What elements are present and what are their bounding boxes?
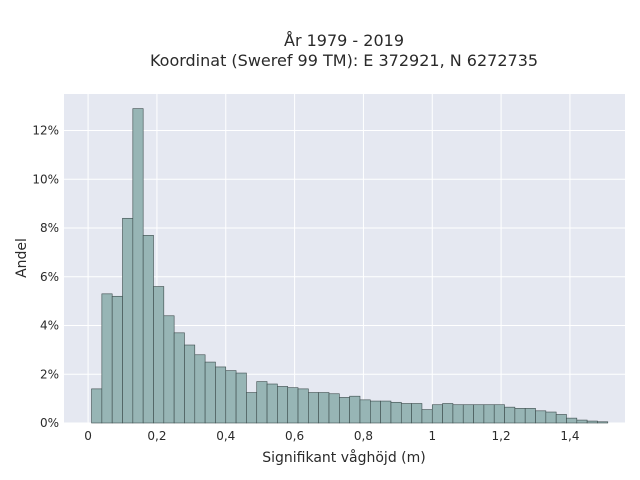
- histogram-bar: [576, 419, 588, 424]
- histogram-bar: [452, 404, 464, 424]
- x-axis-ticks: 0 0,2 0,4 0,6 0,8 1 1,2 1,4: [84, 429, 579, 443]
- histogram-bar: [349, 395, 361, 424]
- histogram-bar: [246, 392, 258, 424]
- y-tick-label: 12%: [32, 124, 59, 138]
- histogram-bar: [566, 417, 578, 424]
- histogram-bar: [215, 366, 227, 424]
- x-tick-label: 0: [84, 429, 92, 443]
- chart-title-line-2: Koordinat (Sweref 99 TM): E 372921, N 62…: [150, 51, 538, 70]
- histogram-bar: [225, 370, 237, 424]
- histogram-bars: [91, 108, 609, 424]
- histogram-bar: [535, 410, 547, 424]
- histogram-bar: [122, 217, 134, 424]
- histogram-bar: [194, 354, 206, 424]
- histogram-bar: [287, 387, 299, 424]
- chart-title-line-1: År 1979 - 2019: [284, 31, 404, 50]
- histogram-bar: [411, 403, 423, 424]
- histogram-bar: [586, 420, 598, 424]
- histogram-bar: [111, 295, 123, 424]
- histogram-bar: [359, 399, 371, 424]
- histogram-bar: [266, 383, 278, 424]
- histogram-bar: [308, 392, 319, 424]
- histogram-bar: [370, 400, 381, 424]
- histogram-bar: [153, 286, 165, 424]
- x-tick-label: 1,2: [492, 429, 511, 443]
- histogram-bar: [297, 388, 309, 424]
- x-tick-label: 0,4: [216, 429, 235, 443]
- histogram-bar: [132, 108, 144, 424]
- histogram-bar: [524, 408, 536, 424]
- histogram-bar: [504, 406, 516, 424]
- histogram-bar: [204, 361, 216, 424]
- y-axis-ticks: 0% 2% 4% 6% 8% 10% 12%: [32, 124, 59, 430]
- y-tick-label: 6%: [40, 270, 59, 284]
- y-tick-label: 10%: [32, 172, 59, 186]
- x-tick-label: 0,8: [354, 429, 373, 443]
- x-tick-label: 1,4: [560, 429, 579, 443]
- histogram-bar: [339, 397, 350, 424]
- histogram-bar: [421, 409, 433, 424]
- y-tick-label: 2%: [40, 367, 59, 381]
- histogram-bar: [380, 400, 392, 424]
- histogram-bar: [390, 401, 402, 424]
- histogram-bar: [256, 381, 268, 424]
- x-tick-label: 0,6: [285, 429, 304, 443]
- histogram-bar: [514, 408, 526, 424]
- x-tick-label: 0,2: [147, 429, 166, 443]
- y-axis-label: Andel: [14, 238, 30, 278]
- histogram-bar: [545, 411, 557, 424]
- histogram-bar: [442, 403, 454, 424]
- histogram-bar: [277, 386, 289, 424]
- y-tick-label: 8%: [40, 221, 59, 235]
- histogram-bar: [400, 403, 412, 424]
- histogram-bar: [142, 235, 154, 424]
- histogram-bar: [431, 404, 443, 424]
- x-tick-label: 1: [428, 429, 436, 443]
- histogram-bar: [328, 393, 340, 424]
- histogram-bar: [493, 404, 505, 424]
- histogram-bar: [483, 404, 495, 424]
- histogram-bar: [555, 414, 567, 424]
- histogram-bar: [173, 332, 185, 424]
- histogram-bar: [184, 344, 196, 424]
- histogram-bar: [462, 404, 474, 424]
- histogram-bar: [91, 388, 103, 424]
- histogram-bar: [597, 421, 609, 424]
- histogram-bar: [318, 392, 330, 424]
- histogram-bar: [101, 293, 113, 424]
- y-tick-label: 4%: [40, 319, 59, 333]
- histogram-bar: [235, 372, 247, 424]
- y-tick-label: 0%: [40, 416, 59, 430]
- histogram-bar: [163, 315, 175, 424]
- histogram-bar: [473, 404, 485, 424]
- x-axis-label: Signifikant våghöjd (m): [262, 449, 425, 466]
